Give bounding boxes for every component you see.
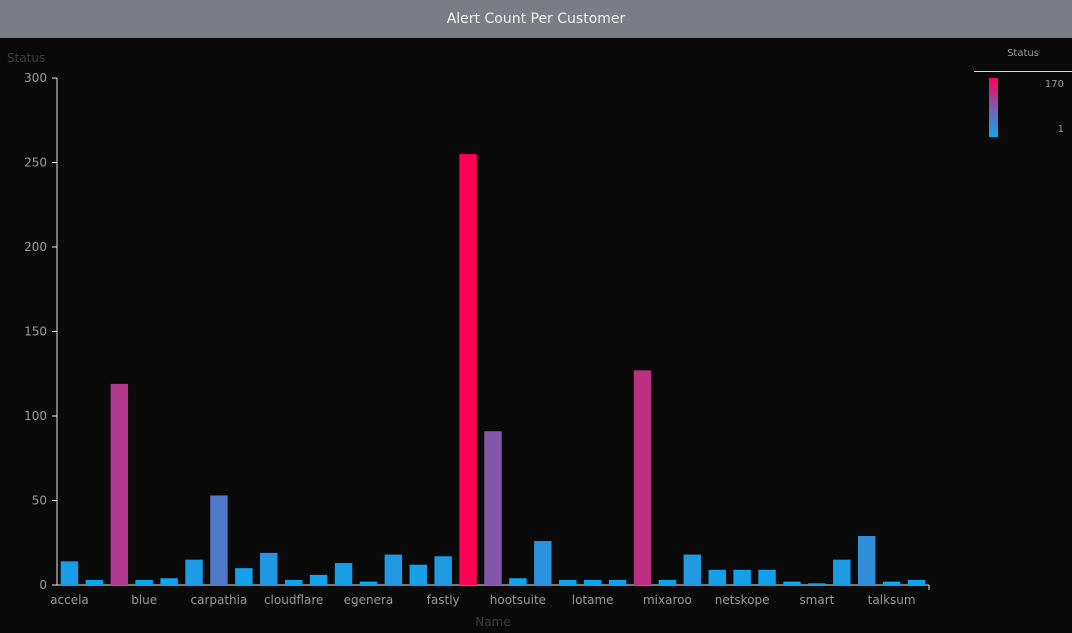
y-tick-label: 250	[24, 156, 47, 170]
x-tick-label: netskope	[715, 593, 770, 607]
x-tick-label: lotame	[572, 593, 614, 607]
bar	[309, 574, 328, 585]
chart-title-bar: Alert Count Per Customer	[0, 0, 1072, 38]
bar	[135, 579, 153, 585]
legend-min-label: 1	[1057, 124, 1064, 135]
bar	[484, 431, 502, 585]
bar	[833, 559, 851, 585]
bar	[160, 578, 178, 585]
bar	[758, 569, 776, 585]
y-tick-label: 100	[24, 409, 47, 423]
bar	[284, 579, 303, 585]
bar	[733, 569, 751, 585]
y-tick-label: 0	[39, 578, 47, 592]
bar	[658, 579, 677, 585]
bar	[534, 541, 552, 585]
legend-max-label: 170	[1044, 79, 1064, 90]
bar	[334, 563, 353, 585]
y-tick-label: 150	[24, 325, 47, 339]
x-tick-label: mixaroo	[643, 593, 692, 607]
x-axis-label: Name	[475, 615, 510, 629]
x-tick-label: egenera	[344, 593, 394, 607]
legend-divider	[974, 71, 1072, 72]
bar	[85, 579, 104, 585]
bar-chart: 0 50 100 150 200 250 300 Status accela blue carpat…	[7, 51, 930, 629]
x-tick-label: accela	[50, 593, 89, 607]
bar	[384, 554, 403, 585]
bar	[882, 581, 901, 585]
x-tick-label: carpathia	[191, 593, 248, 607]
bar	[359, 581, 378, 585]
bar	[235, 568, 253, 585]
bar	[907, 579, 926, 585]
legend-title: Status	[1007, 48, 1039, 59]
y-axis-label: Status	[7, 51, 45, 65]
bar	[857, 535, 876, 585]
bar	[434, 556, 452, 585]
y-tick-label: 50	[32, 494, 47, 508]
y-tick-label: 300	[24, 71, 47, 85]
bar	[409, 564, 427, 585]
bar	[559, 579, 577, 585]
chart-title: Alert Count Per Customer	[446, 11, 626, 27]
y-tick-label: 200	[24, 240, 47, 254]
bar	[459, 154, 477, 586]
bar	[210, 495, 228, 585]
bar	[583, 579, 602, 585]
color-legend: Status 170 1	[974, 44, 1072, 144]
x-tick-label: talksum	[868, 593, 916, 607]
x-tick-label: smart	[799, 593, 834, 607]
bar	[60, 561, 79, 585]
x-tick-label: hootsuite	[490, 593, 546, 607]
bar	[708, 569, 726, 585]
bar	[608, 579, 627, 585]
bar	[808, 583, 826, 585]
x-tick-label: fastly	[427, 593, 460, 607]
legend-gradient	[989, 78, 998, 137]
bar	[260, 552, 278, 585]
bar	[633, 370, 652, 585]
bar	[683, 554, 702, 585]
x-tick-label: cloudflare	[264, 593, 323, 607]
bar	[185, 559, 203, 585]
bar	[110, 383, 129, 585]
bar	[509, 578, 527, 585]
bar	[783, 581, 801, 585]
x-tick-label: blue	[131, 593, 157, 607]
